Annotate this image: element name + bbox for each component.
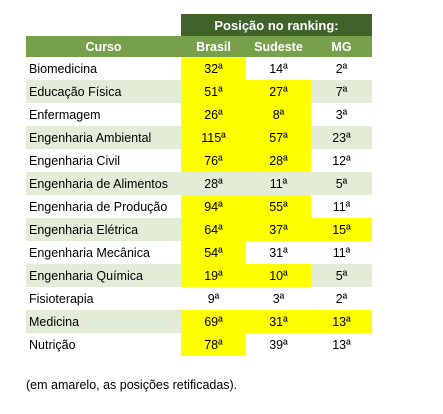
- column-header-mg: MG: [331, 39, 352, 54]
- table-row: Engenharia Elétrica 64ª 37ª 15ª: [26, 218, 372, 241]
- table-row: Engenharia Ambiental 115ª 57ª 23ª: [26, 126, 372, 149]
- course-name: Engenharia de Produção: [29, 199, 168, 214]
- table-row: Fisioterapia 9ª 3ª 2ª: [26, 287, 372, 310]
- rank-mg: 11ª: [332, 199, 351, 214]
- table-row: Nutrição 78ª 39ª 13ª: [26, 333, 372, 356]
- ranking-table: Posição no ranking: Curso Brasil Sudeste…: [26, 14, 372, 356]
- course-name: Medicina: [29, 314, 80, 329]
- rank-brasil: 64ª: [181, 218, 246, 241]
- rank-sudeste: 11ª: [269, 176, 288, 191]
- group-header-spacer: [26, 14, 181, 36]
- table-row: Enfermagem 26ª 8ª 3ª: [26, 103, 372, 126]
- rank-brasil: 69ª: [181, 310, 246, 333]
- rank-mg: 13ª: [311, 310, 372, 333]
- rank-mg: 23ª: [332, 130, 351, 145]
- course-name: Enfermagem: [29, 107, 101, 122]
- rank-brasil: 54ª: [181, 241, 246, 264]
- course-name: Engenharia Ambiental: [29, 130, 152, 145]
- rank-sudeste: 14ª: [269, 61, 288, 76]
- rank-brasil: 32ª: [181, 57, 246, 80]
- rank-sudeste: 28ª: [246, 149, 311, 172]
- column-header-row: Curso Brasil Sudeste MG: [26, 36, 372, 57]
- column-header-sudeste: Sudeste: [254, 39, 303, 54]
- table-row: Engenharia Química 19ª 10ª 5ª: [26, 264, 372, 287]
- rank-mg: 5ª: [335, 268, 348, 283]
- rank-mg: 2ª: [335, 291, 348, 306]
- rank-sudeste: 10ª: [246, 264, 311, 287]
- rank-brasil: 26ª: [181, 103, 246, 126]
- table-row: Engenharia de Produção 94ª 55ª 11ª: [26, 195, 372, 218]
- rank-mg: 3ª: [335, 107, 348, 122]
- rank-brasil: 9ª: [207, 291, 220, 306]
- rank-mg: 7ª: [335, 84, 348, 99]
- rank-sudeste: 39ª: [269, 337, 288, 352]
- course-name: Educação Física: [29, 84, 122, 99]
- rank-sudeste: 55ª: [246, 195, 311, 218]
- table-row: Medicina 69ª 31ª 13ª: [26, 310, 372, 333]
- rank-mg: 15ª: [311, 218, 372, 241]
- rank-sudeste: 31ª: [269, 245, 288, 260]
- rank-brasil: 115ª: [181, 126, 246, 149]
- rank-brasil: 94ª: [181, 195, 246, 218]
- rank-brasil: 19ª: [181, 264, 246, 287]
- rank-sudeste: 37ª: [246, 218, 311, 241]
- footnote: (em amarelo, as posições retificadas).: [26, 378, 238, 392]
- rank-sudeste: 27ª: [246, 80, 311, 103]
- table-row: Engenharia Mecânica 54ª 31ª 11ª: [26, 241, 372, 264]
- course-name: Engenharia Civil: [29, 153, 121, 168]
- group-header-row: Posição no ranking:: [26, 14, 372, 36]
- table-row: Educação Física 51ª 27ª 7ª: [26, 80, 372, 103]
- course-name: Engenharia Mecânica: [29, 245, 150, 260]
- rank-brasil: 51ª: [181, 80, 246, 103]
- table-row: Engenharia de Alimentos 28ª 11ª 5ª: [26, 172, 372, 195]
- table-row: Biomedicina 32ª 14ª 2ª: [26, 57, 372, 80]
- course-name: Engenharia Química: [29, 268, 143, 283]
- course-name: Engenharia de Alimentos: [29, 176, 168, 191]
- rank-sudeste: 31ª: [246, 310, 311, 333]
- course-name: Fisioterapia: [29, 291, 94, 306]
- rank-sudeste: 3ª: [272, 291, 285, 306]
- rank-mg: 13ª: [332, 337, 351, 352]
- rank-mg: 11ª: [332, 245, 351, 260]
- column-header-curso: Curso: [85, 39, 122, 54]
- rank-mg: 2ª: [335, 61, 348, 76]
- table-row: Engenharia Civil 76ª 28ª 12ª: [26, 149, 372, 172]
- rank-mg: 12ª: [332, 153, 351, 168]
- table-body: Biomedicina 32ª 14ª 2ª Educação Física 51ª 27ª…: [26, 57, 372, 356]
- course-name: Biomedicina: [29, 61, 98, 76]
- rank-sudeste: 8ª: [246, 103, 311, 126]
- rank-brasil: 28ª: [204, 176, 223, 191]
- column-header-brasil: Brasil: [196, 39, 231, 54]
- rank-sudeste: 57ª: [246, 126, 311, 149]
- rank-brasil: 76ª: [181, 149, 246, 172]
- course-name: Nutrição: [29, 337, 76, 352]
- group-header: Posição no ranking:: [181, 14, 372, 36]
- course-name: Engenharia Elétrica: [29, 222, 139, 237]
- rank-mg: 5ª: [335, 176, 348, 191]
- rank-brasil: 78ª: [181, 333, 246, 356]
